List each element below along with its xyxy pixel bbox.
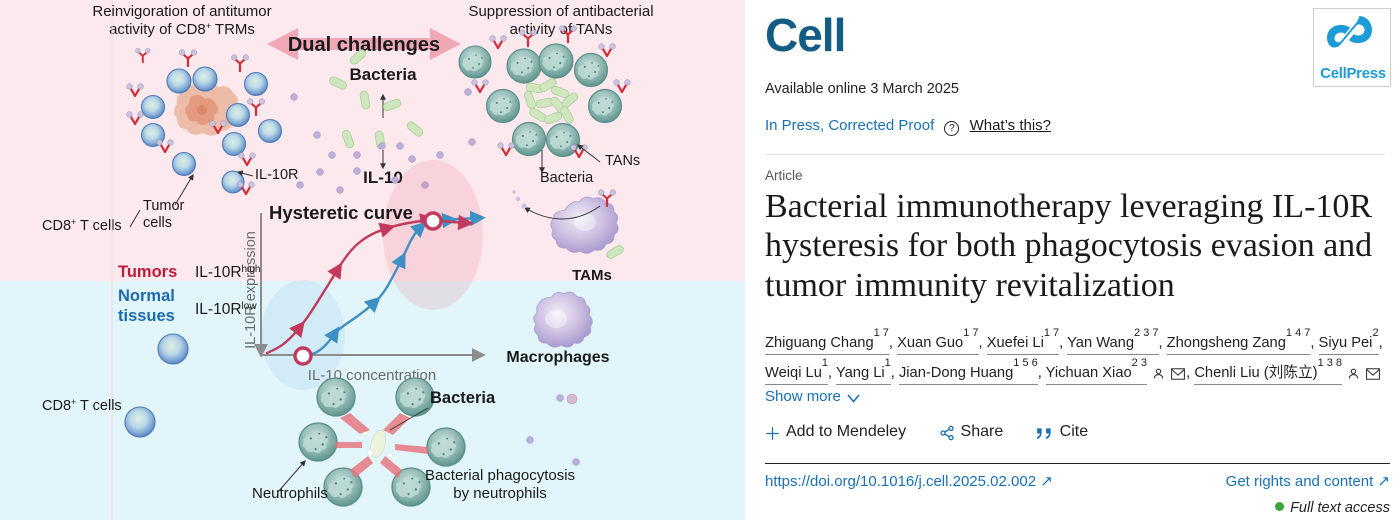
svg-text:Bacteria: Bacteria	[540, 170, 594, 186]
svg-text:Suppression of antibacterial: Suppression of antibacterial	[468, 3, 653, 20]
svg-text:Bacterial phagocytosis: Bacterial phagocytosis	[425, 467, 575, 484]
svg-text:CD8+ T cells: CD8+ T cells	[42, 397, 122, 414]
svg-text:Reinvigoration of antitumor: Reinvigoration of antitumor	[92, 3, 271, 20]
svg-text:by neutrophils: by neutrophils	[453, 485, 546, 502]
svg-text:TANs: TANs	[605, 153, 640, 169]
svg-text:IL-10R: IL-10R	[255, 167, 299, 183]
svg-text:Macrophages: Macrophages	[506, 349, 609, 366]
svg-text:Neutrophils: Neutrophils	[252, 485, 328, 502]
svg-text:Hysteretic curve: Hysteretic curve	[269, 202, 413, 223]
svg-text:Normal: Normal	[118, 287, 175, 305]
svg-text:cells: cells	[143, 215, 172, 231]
svg-text:Tumors: Tumors	[118, 263, 177, 281]
svg-text:activity of CD8+ TRMs: activity of CD8+ TRMs	[109, 21, 255, 38]
svg-text:Bacteria: Bacteria	[430, 389, 496, 407]
svg-text:tissues: tissues	[118, 307, 175, 325]
svg-text:TAMs: TAMs	[572, 267, 612, 284]
svg-text:Bacteria: Bacteria	[349, 65, 417, 84]
svg-text:IL-10R expression: IL-10R expression	[243, 231, 259, 349]
svg-text:CD8+ T cells: CD8+ T cells	[42, 217, 122, 234]
